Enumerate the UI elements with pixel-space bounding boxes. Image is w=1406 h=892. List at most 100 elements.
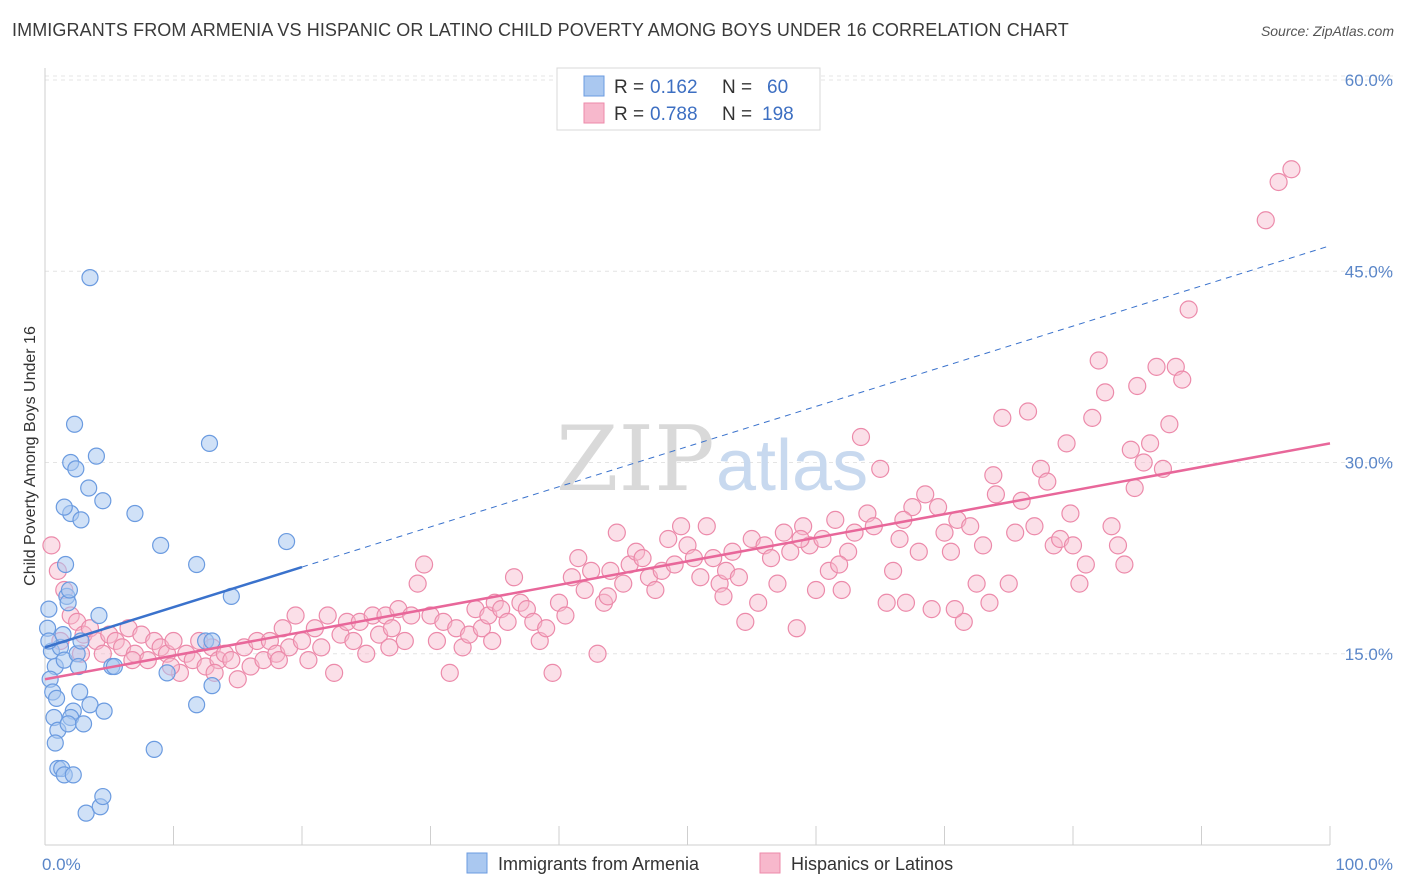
- point-hispanics: [909, 542, 928, 561]
- point-hispanics: [312, 638, 331, 657]
- point-hispanics: [382, 619, 402, 638]
- point-hispanics: [380, 638, 399, 657]
- point-hispanics: [164, 631, 183, 651]
- bottom-legend-swatch-pink: [759, 852, 781, 874]
- point-hispanics: [806, 580, 826, 600]
- point-armenia: [81, 269, 99, 287]
- point-armenia: [60, 581, 79, 599]
- point-hispanics: [1083, 408, 1102, 427]
- point-hispanics: [1018, 402, 1038, 421]
- point-hispanics: [1061, 504, 1080, 523]
- point-hispanics: [1089, 351, 1108, 370]
- point-hispanics: [1006, 523, 1025, 542]
- point-hispanics: [883, 561, 903, 580]
- bottom-legend-swatch-blue: [466, 852, 488, 874]
- point-hispanics: [1063, 536, 1083, 555]
- point-hispanics: [961, 517, 980, 536]
- legend-r-value-2: 0.788: [650, 104, 698, 125]
- point-hispanics: [1025, 517, 1044, 536]
- point-armenia: [46, 734, 64, 752]
- point-hispanics: [299, 651, 318, 670]
- chart-source: Source: ZipAtlas.com: [1260, 23, 1394, 39]
- point-hispanics: [1269, 172, 1288, 192]
- point-armenia: [67, 460, 85, 478]
- point-hispanics: [839, 542, 858, 561]
- point-hispanics: [691, 568, 710, 587]
- point-hispanics: [325, 663, 344, 682]
- y-tick-label: 60.0%: [1345, 71, 1393, 90]
- point-armenia: [59, 715, 77, 733]
- point-hispanics: [408, 574, 427, 593]
- point-hispanics: [999, 574, 1018, 593]
- point-armenia: [56, 555, 75, 574]
- point-hispanics: [569, 549, 588, 568]
- y-tick-labels: 15.0% 30.0% 45.0% 60.0%: [1345, 71, 1393, 664]
- x-tick-labels: 0.0% 100.0%: [42, 855, 1393, 874]
- point-hispanics: [832, 580, 851, 600]
- point-hispanics: [395, 631, 414, 651]
- point-hispanics: [813, 529, 832, 549]
- point-hispanics: [697, 517, 716, 536]
- point-hispanics: [935, 523, 954, 542]
- point-armenia: [40, 600, 58, 618]
- point-hispanics: [877, 593, 896, 612]
- point-hispanics: [830, 555, 849, 574]
- point-hispanics: [851, 427, 871, 447]
- point-hispanics: [42, 536, 61, 555]
- point-hispanics: [543, 663, 562, 682]
- point-hispanics: [1108, 536, 1128, 555]
- x-tick-label-min: 0.0%: [42, 855, 81, 874]
- point-hispanics: [575, 580, 594, 600]
- point-hispanics: [344, 631, 363, 651]
- point-hispanics: [93, 644, 112, 663]
- legend-r-label-1: R =: [614, 77, 644, 98]
- point-armenia: [77, 804, 95, 822]
- point-armenia: [47, 689, 66, 707]
- trend-hispanics: [44, 442, 1331, 681]
- point-hispanics: [228, 670, 247, 689]
- point-armenia: [277, 532, 296, 551]
- point-hispanics: [967, 574, 986, 593]
- y-tick-label: 15.0%: [1345, 645, 1393, 664]
- point-hispanics: [1076, 555, 1095, 574]
- trend-armenia-extrapolated: [301, 245, 1331, 568]
- legend-n-value-2: 198: [762, 104, 794, 125]
- point-hispanics: [903, 498, 922, 517]
- point-hispanics: [941, 542, 961, 561]
- point-hispanics: [504, 568, 524, 587]
- legend-r-value-1: 0.162: [650, 77, 698, 98]
- trend-lines: [44, 245, 1331, 681]
- point-hispanics: [427, 631, 447, 651]
- point-armenia: [81, 696, 99, 714]
- point-hispanics: [402, 606, 421, 625]
- point-armenia: [90, 606, 108, 625]
- point-armenia: [145, 740, 163, 758]
- point-armenia: [94, 787, 112, 806]
- bottom-legend-label-hispanics: Hispanics or Latinos: [791, 854, 953, 874]
- point-hispanics: [588, 644, 607, 663]
- point-armenia: [55, 498, 73, 516]
- point-hispanics: [714, 587, 733, 606]
- point-hispanics: [269, 651, 288, 670]
- y-tick-label: 30.0%: [1345, 454, 1393, 473]
- legend-n-label-2: N =: [722, 104, 752, 125]
- chart-title: IMMIGRANTS FROM ARMENIA VS HISPANIC OR L…: [12, 20, 1069, 40]
- point-hispanics: [736, 612, 755, 631]
- point-armenia: [203, 677, 221, 695]
- point-hispanics: [1057, 434, 1076, 453]
- point-armenia: [72, 511, 90, 529]
- point-hispanics: [1128, 376, 1147, 396]
- point-armenia: [87, 447, 106, 465]
- point-hispanics: [659, 529, 678, 549]
- point-hispanics: [646, 580, 665, 600]
- point-hispanics: [318, 606, 337, 625]
- point-armenia: [152, 536, 170, 554]
- point-hispanics: [222, 651, 241, 670]
- point-hispanics: [671, 517, 691, 536]
- point-hispanics: [286, 606, 305, 625]
- point-armenia: [158, 664, 176, 682]
- point-armenia: [65, 415, 84, 433]
- point-hispanics: [826, 510, 845, 529]
- point-hispanics: [1282, 160, 1301, 179]
